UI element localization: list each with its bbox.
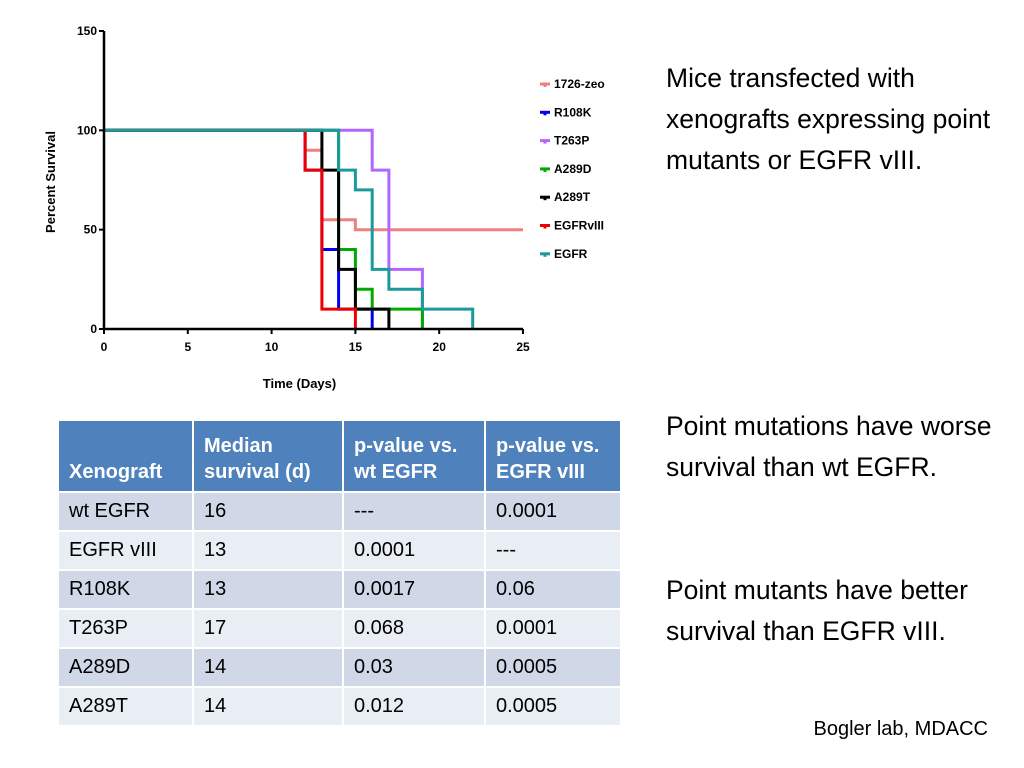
- legend-label: A289T: [554, 190, 591, 204]
- cell-pvalue-wt: 0.0017: [342, 569, 486, 610]
- cell-xenograft: wt EGFR: [57, 491, 194, 532]
- cell-pvalue-viii: 0.0001: [484, 608, 622, 649]
- cell-xenograft: T263P: [57, 608, 194, 649]
- cell-pvalue-viii: 0.0005: [484, 647, 622, 688]
- x-tick-label: 20: [433, 340, 447, 354]
- series-line-a289t: [104, 128, 391, 329]
- cell-median: 14: [192, 686, 344, 727]
- header-xenograft: Xenograft: [57, 419, 194, 493]
- cell-pvalue-wt: 0.03: [342, 647, 486, 688]
- y-axis-title: Percent Survival: [43, 131, 58, 233]
- header-median-survival: Median survival (d): [192, 419, 344, 493]
- x-tick-label: 15: [349, 340, 363, 354]
- cell-pvalue-wt: 0.068: [342, 608, 486, 649]
- cell-median: 17: [192, 608, 344, 649]
- table-row: R108K 13 0.0017 0.06: [57, 569, 622, 610]
- finding-text-1: Point mutations have worse survival than…: [666, 411, 992, 482]
- cell-xenograft: EGFR vIII: [57, 530, 194, 571]
- survival-stats-table: Xenograft Median survival (d) p-value vs…: [57, 419, 622, 727]
- table-row: A289D 14 0.03 0.0005: [57, 647, 622, 688]
- cell-pvalue-wt: 0.0001: [342, 530, 486, 571]
- legend-label: T263P: [554, 134, 589, 148]
- x-tick-label: 10: [265, 340, 279, 354]
- header-pvalue-viii: p-value vs. EGFR vIII: [484, 419, 622, 493]
- x-axis-title: Time (Days): [263, 376, 336, 391]
- cell-pvalue-viii: 0.0005: [484, 686, 622, 727]
- y-tick-label: 150: [77, 24, 97, 38]
- x-tick-label: 25: [516, 340, 530, 354]
- series-line-egfrviii: [104, 128, 357, 329]
- legend-label: EGFR: [554, 247, 588, 261]
- cell-pvalue-wt: 0.012: [342, 686, 486, 727]
- table-row: A289T 14 0.012 0.0005: [57, 686, 622, 727]
- series-line-r108k: [104, 128, 374, 329]
- legend-label: 1726-zeo: [554, 77, 605, 91]
- series-line-egfr: [104, 128, 475, 329]
- legend-label: EGFRvIII: [554, 219, 604, 233]
- x-tick-label: 5: [184, 340, 191, 354]
- series-line-t263p: [104, 128, 424, 329]
- legend-label: A289D: [554, 162, 592, 176]
- cell-pvalue-viii: 0.06: [484, 569, 622, 610]
- table-row: EGFR vIII 13 0.0001 ---: [57, 530, 622, 571]
- header-pvalue-wt: p-value vs. wt EGFR: [342, 419, 486, 493]
- cell-median: 13: [192, 569, 344, 610]
- table-header-row: Xenograft Median survival (d) p-value vs…: [57, 419, 622, 493]
- cell-median: 14: [192, 647, 344, 688]
- cell-xenograft: A289T: [57, 686, 194, 727]
- y-tick-label: 100: [77, 123, 97, 137]
- y-tick-label: 50: [84, 223, 98, 237]
- cell-xenograft: R108K: [57, 569, 194, 610]
- finding-text-2: Point mutants have better survival than …: [666, 575, 968, 646]
- series-line-1726-zeo: [104, 128, 523, 232]
- survival-chart-svg: 0 5 10 15 20 25 0 50 100 150 Time (Days) Percent Su…: [43, 24, 605, 391]
- survival-chart: 0 5 10 15 20 25 0 50 100 150 Time (Days) Percent Su…: [0, 0, 640, 410]
- cell-median: 13: [192, 530, 344, 571]
- x-tick-label: 0: [101, 340, 108, 354]
- table-row: T263P 17 0.068 0.0001: [57, 608, 622, 649]
- cell-pvalue-viii: ---: [484, 530, 622, 571]
- cell-pvalue-wt: ---: [342, 491, 486, 532]
- cell-pvalue-viii: 0.0001: [484, 491, 622, 532]
- cell-median: 16: [192, 491, 344, 532]
- cell-xenograft: A289D: [57, 647, 194, 688]
- y-tick-label: 0: [90, 322, 97, 336]
- legend-label: R108K: [554, 105, 592, 119]
- description-text: Mice transfected with xenografts express…: [666, 63, 991, 175]
- credit-text: Bogler lab, MDACC: [813, 718, 988, 740]
- table-row: wt EGFR 16 --- 0.0001: [57, 491, 622, 532]
